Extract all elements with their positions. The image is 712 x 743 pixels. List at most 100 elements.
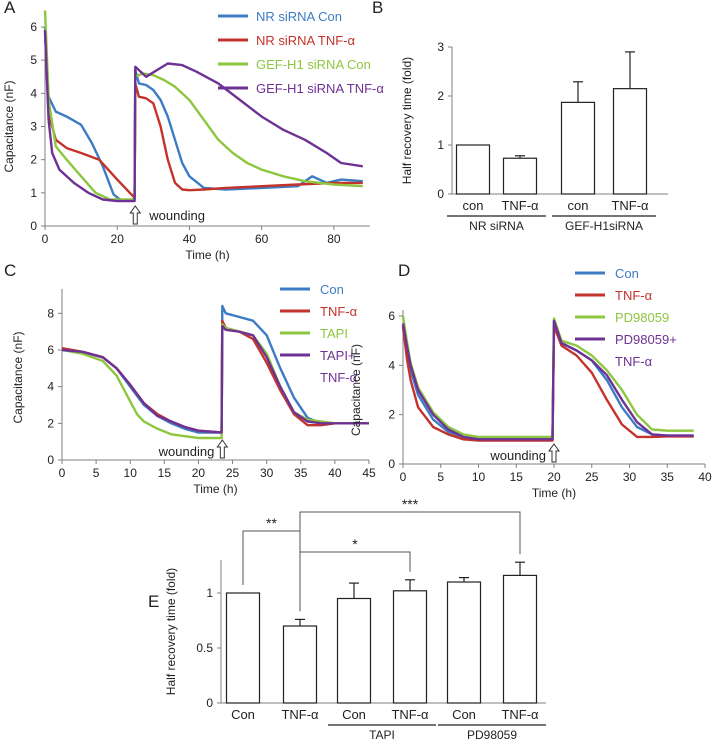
- y-tick-label-E: 1: [206, 586, 213, 600]
- legend-label-D-3: PD98059+: [615, 332, 677, 347]
- x-tick-label-D: 35: [661, 470, 675, 484]
- panel-label-E: E: [148, 592, 159, 611]
- legend-label-D-0: Con: [615, 266, 639, 281]
- legend-label-C-1: TNF-α: [320, 304, 358, 319]
- y-tick-label-A: 5: [30, 53, 37, 67]
- legend-label-C-0: Con: [320, 282, 344, 297]
- y-tick-label-D: 4: [388, 358, 395, 372]
- wounding-label-D: wounding: [489, 448, 546, 463]
- x-tick-label-C: 35: [294, 466, 308, 480]
- bar-B-2: [560, 101, 596, 195]
- significance-bracket-1: [299, 551, 411, 574]
- y-tick-label-E: 0.5: [196, 641, 213, 655]
- category-label-E-5: TNF-α: [501, 707, 539, 722]
- y-tick-label-D: 2: [388, 408, 395, 422]
- bar-B-0: [455, 144, 491, 195]
- legend-label-D-1: TNF-α: [615, 288, 653, 303]
- x-tick-label-C: 10: [124, 466, 138, 480]
- category-label-E-2: Con: [342, 707, 366, 722]
- y-tick-label-C: 6: [47, 343, 54, 357]
- panel-label-A: A: [4, 0, 16, 17]
- bar-E-4: [446, 581, 482, 704]
- y-tick-label-B: 0: [437, 187, 444, 201]
- x-tick-label-C: 15: [158, 466, 172, 480]
- y-axis-title-C: Capacitance (nF): [11, 331, 25, 423]
- x-tick-label-D: 0: [400, 470, 407, 484]
- x-tick-label-A: 80: [327, 232, 341, 246]
- x-axis-title-D: Time (h): [532, 486, 576, 500]
- x-tick-label-D: 30: [623, 470, 637, 484]
- legend-label-C-2: TAPI: [320, 326, 348, 341]
- y-tick-label-C: 0: [47, 453, 54, 467]
- y-tick-label-C: 8: [47, 306, 54, 320]
- y-tick-label-A: 3: [30, 120, 37, 134]
- bar-B-3: [612, 88, 648, 195]
- x-tick-label-C: 40: [328, 466, 342, 480]
- x-tick-label-C: 20: [192, 466, 206, 480]
- series-line-D-3: [401, 319, 694, 441]
- wounding-arrow-icon-D: [548, 443, 560, 463]
- y-tick-label-B: 1: [437, 138, 444, 152]
- x-tick-label-A: 60: [255, 232, 269, 246]
- category-label-E-4: Con: [452, 707, 476, 722]
- legend-label-A-2: GEF-H1 siRNA Con: [256, 57, 371, 72]
- y-axis-title-D: Capacitance (nF): [349, 344, 363, 436]
- significance-label-1: *: [352, 536, 358, 552]
- y-tick-label-A: 1: [30, 186, 37, 200]
- series-line-A-0: [43, 26, 363, 202]
- x-tick-label-D: 20: [547, 470, 561, 484]
- panel-label-C: C: [4, 261, 16, 280]
- wounding-arrow-icon-A: [129, 205, 142, 225]
- bar-E-5: [502, 574, 538, 704]
- x-tick-label-A: 0: [42, 232, 49, 246]
- y-tick-label-E: 0: [206, 696, 213, 710]
- y-axis-title-A: Capacitance (nF): [2, 80, 16, 172]
- series-line-A-2: [43, 10, 363, 201]
- significance-label-2: ***: [402, 496, 419, 512]
- legend-label-cont-D-3: TNF-α: [615, 354, 653, 369]
- y-tick-label-A: 0: [30, 219, 37, 233]
- x-tick-label-D: 25: [585, 470, 599, 484]
- category-label-E-0: Con: [231, 707, 255, 722]
- legend-label-D-2: PD98059: [615, 310, 669, 325]
- category-label-E-3: TNF-α: [391, 707, 429, 722]
- y-tick-label-D: 6: [388, 309, 395, 323]
- legend-label-A-3: GEF-H1 siRNA TNF-α: [256, 81, 384, 96]
- group-label-E-1: PD98059: [467, 728, 517, 742]
- y-tick-label-A: 6: [30, 20, 37, 34]
- y-tick-label-B: 3: [437, 40, 444, 54]
- series-line-D-1: [401, 324, 694, 442]
- wounding-arrow-icon-C: [216, 439, 229, 459]
- x-tick-label-C: 30: [260, 466, 274, 480]
- x-tick-label-C: 0: [59, 466, 66, 480]
- wounding-label-A: wounding: [148, 208, 205, 223]
- bar-E-1: [282, 625, 318, 704]
- y-tick-label-C: 2: [47, 416, 54, 430]
- y-tick-label-A: 2: [30, 153, 37, 167]
- x-axis-title-C: Time (h): [193, 482, 237, 496]
- legend-label-A-1: NR siRNA TNF-α: [256, 33, 355, 48]
- x-tick-label-D: 5: [437, 470, 444, 484]
- y-axis-title-B: Half recovery time (fold): [400, 57, 414, 184]
- category-label-E-1: TNF-α: [281, 707, 319, 722]
- legend-label-C-3: TAPI+: [320, 348, 356, 363]
- legend-label-cont-C-3: TNF-α: [320, 370, 358, 385]
- series-line-A-1: [43, 30, 363, 200]
- x-tick-label-C: 45: [362, 466, 376, 480]
- x-tick-label-D: 15: [510, 470, 524, 484]
- group-label-E-0: TAPI: [369, 728, 395, 742]
- y-tick-label-B: 2: [437, 89, 444, 103]
- group-label-B-1: GEF-H1siRNA: [565, 219, 643, 233]
- y-tick-label-A: 4: [30, 86, 37, 100]
- bar-E-0: [225, 592, 261, 704]
- category-label-B-0: con: [463, 198, 484, 213]
- x-tick-label-D: 10: [472, 470, 486, 484]
- x-tick-label-C: 25: [226, 466, 240, 480]
- category-label-B-2: con: [568, 198, 589, 213]
- series-line-A-3: [43, 30, 363, 203]
- group-label-B-0: NR siRNA: [469, 219, 524, 233]
- x-tick-label-C: 5: [93, 466, 100, 480]
- x-tick-label-A: 40: [183, 232, 197, 246]
- wounding-label-C: wounding: [158, 444, 215, 459]
